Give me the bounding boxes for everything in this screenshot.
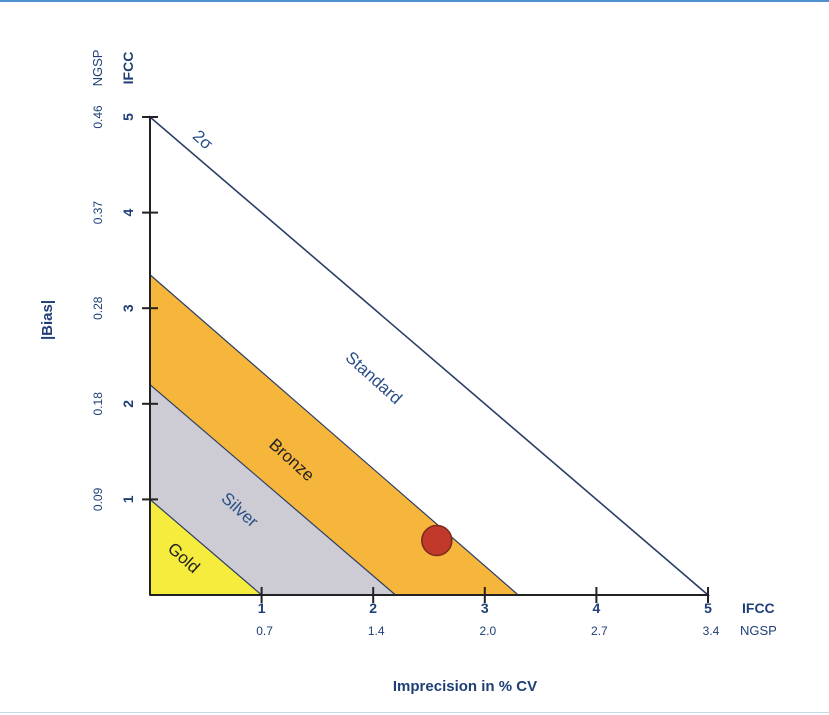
zones-layer xyxy=(149,115,711,596)
y-tick-label: 3 xyxy=(120,304,136,312)
x-tick-label: 5 xyxy=(704,600,712,616)
x-tick-label: 3 xyxy=(481,600,489,616)
y-tick-label-secondary: 0.18 xyxy=(91,392,105,416)
y-tick-label: 5 xyxy=(120,113,136,121)
y-tick-label-secondary: 0.09 xyxy=(91,487,105,511)
x-tick-label: 2 xyxy=(369,600,377,616)
y-tick-label-secondary: 0.28 xyxy=(91,296,105,320)
x-tick-label: 1 xyxy=(258,600,266,616)
x-tick-label: 4 xyxy=(593,600,601,616)
data-point xyxy=(421,524,453,557)
x-tick-label-secondary: 3.4 xyxy=(703,624,720,638)
points-layer xyxy=(421,524,453,557)
x-tick-label-secondary: 2.7 xyxy=(591,624,608,638)
y-scale-secondary-label: NGSP xyxy=(90,50,105,87)
y-tick-label-secondary: 0.37 xyxy=(91,201,105,225)
y-tick-label: 1 xyxy=(120,495,136,503)
x-tick-label-secondary: 1.4 xyxy=(368,624,385,638)
y-axis-title: |Bias| xyxy=(39,300,56,340)
y-tick-label: 4 xyxy=(120,208,136,216)
boundary-label-2sigma: 2σ xyxy=(189,126,217,154)
x-tick-label-secondary: 2.0 xyxy=(479,624,496,638)
x-scale-primary-label: IFCC xyxy=(742,600,775,616)
x-tick-label-secondary: 0.7 xyxy=(256,624,273,638)
y-tick-label-secondary: 0.46 xyxy=(91,105,105,129)
x-scale-secondary-label: NGSP xyxy=(740,623,777,638)
axes-layer: 1 0.7 2 1.4 3 2.0 4 2.7 5 3.4 IFCC NGSP 1 0.09 2 0.18 3 0… xyxy=(90,50,777,638)
y-tick-label: 2 xyxy=(120,400,136,408)
y-scale-primary-label: IFCC xyxy=(120,52,136,85)
x-axis-title: Imprecision in % CV xyxy=(393,678,537,695)
